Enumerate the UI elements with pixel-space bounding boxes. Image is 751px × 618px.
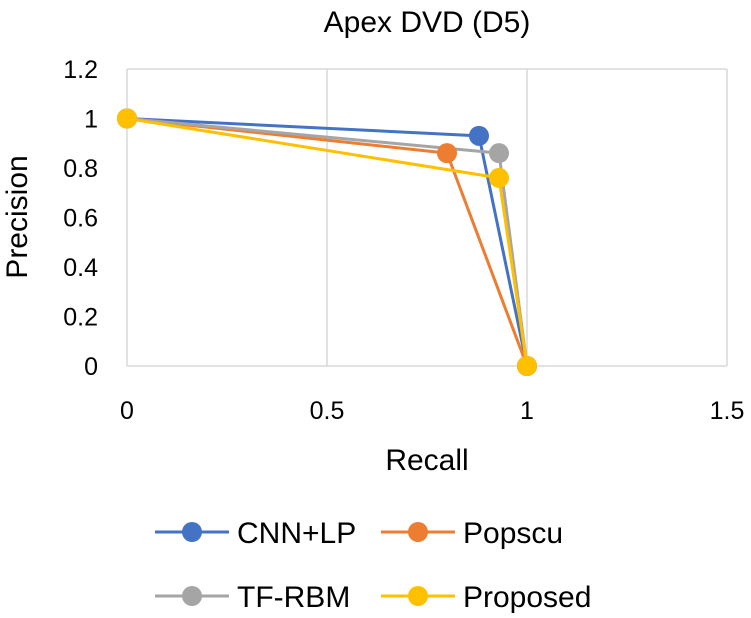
data-point-cnn-lp <box>469 125 489 146</box>
y-tick-label: 0.4 <box>63 254 98 282</box>
x-tick-label: 1 <box>520 397 534 425</box>
legend-marker-proposed <box>408 586 428 606</box>
legend-label-popscu: Popscu <box>463 517 563 550</box>
y-tick-labels: 0 0.2 0.4 0.6 0.8 1 1.2 <box>63 56 98 381</box>
legend-label-tf-rbm: TF-RBM <box>237 581 350 614</box>
data-point-tf-rbm <box>489 143 509 164</box>
legend-label-proposed: Proposed <box>463 581 591 614</box>
series-group <box>117 108 537 376</box>
legend-marker-cnn-lp <box>182 522 202 542</box>
y-tick-label: 0.2 <box>63 304 98 332</box>
chart-title: Apex DVD (D5) <box>324 6 531 39</box>
data-point-proposed <box>117 108 137 129</box>
x-tick-labels: 0 0.5 1 1.5 <box>120 397 744 425</box>
x-tick-label: 0.5 <box>310 397 345 425</box>
legend-marker-tf-rbm <box>182 586 202 606</box>
y-tick-label: 1 <box>84 106 98 134</box>
data-point-proposed <box>517 356 537 376</box>
x-tick-label: 1.5 <box>710 397 745 425</box>
y-tick-label: 0 <box>84 353 98 381</box>
legend-label-cnn-lp: CNN+LP <box>237 517 356 550</box>
x-axis-label: Recall <box>385 444 468 477</box>
y-axis-label: Precision <box>1 155 34 278</box>
data-point-proposed <box>489 167 509 188</box>
legend-marker-popscu <box>408 522 428 542</box>
y-tick-label: 0.8 <box>63 155 98 183</box>
grid <box>126 68 728 367</box>
y-tick-label: 1.2 <box>63 56 98 84</box>
y-tick-label: 0.6 <box>63 205 98 233</box>
data-point-popscu <box>437 143 457 164</box>
x-tick-label: 0 <box>120 397 134 425</box>
legend: CNN+LP Popscu TF-RBM Proposed <box>155 517 591 614</box>
